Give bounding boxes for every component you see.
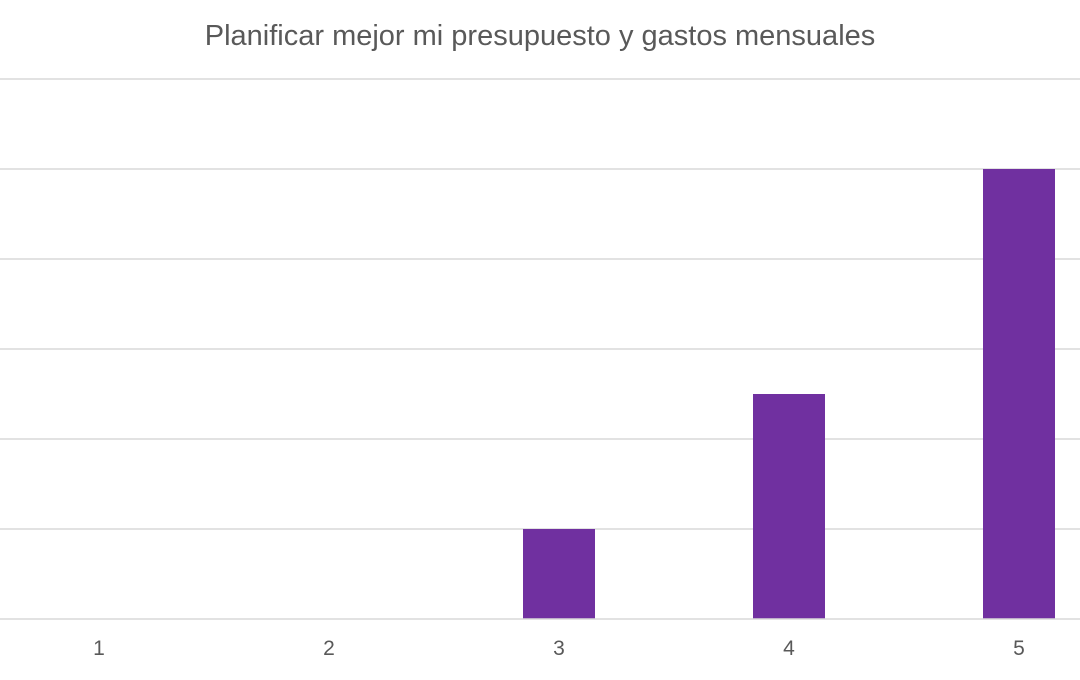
bar-4	[753, 394, 825, 619]
bar-3	[523, 529, 595, 619]
x-axis-tick-labels: 1 2 3 4 5	[93, 637, 1025, 660]
x-tick-label-1: 1	[93, 637, 105, 660]
x-tick-label-5: 5	[1013, 637, 1025, 660]
x-tick-label-4: 4	[783, 637, 795, 660]
gridlines	[0, 78, 1080, 530]
bar-5	[983, 169, 1055, 619]
chart-title: Planificar mejor mi presupuesto y gastos…	[205, 20, 876, 52]
bars	[523, 169, 1055, 619]
x-tick-label-3: 3	[553, 637, 565, 660]
x-tick-label-2: 2	[323, 637, 335, 660]
